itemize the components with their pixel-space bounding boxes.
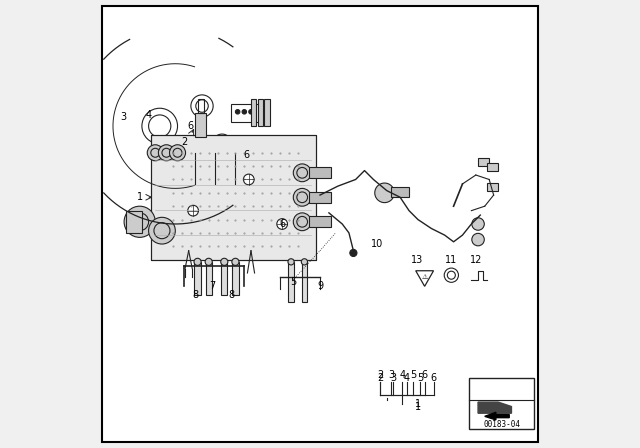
Text: 8: 8 bbox=[192, 290, 198, 300]
Circle shape bbox=[236, 110, 240, 114]
Text: 00183-04: 00183-04 bbox=[483, 420, 520, 429]
Circle shape bbox=[243, 174, 254, 185]
Text: 1: 1 bbox=[136, 192, 143, 202]
Text: 4: 4 bbox=[399, 370, 405, 380]
Text: 6: 6 bbox=[188, 121, 194, 131]
Bar bbox=[126, 211, 142, 233]
Text: 1: 1 bbox=[415, 401, 421, 412]
Circle shape bbox=[249, 110, 253, 114]
Circle shape bbox=[293, 213, 311, 231]
Text: 3: 3 bbox=[388, 370, 394, 380]
Text: 12: 12 bbox=[470, 254, 482, 265]
Bar bbox=[195, 113, 207, 137]
Bar bbox=[151, 135, 316, 260]
Text: 8: 8 bbox=[228, 290, 234, 300]
Bar bbox=[309, 168, 331, 178]
Text: 1: 1 bbox=[415, 399, 421, 409]
Circle shape bbox=[242, 110, 246, 114]
Text: 2: 2 bbox=[377, 370, 383, 380]
Circle shape bbox=[148, 217, 175, 244]
Bar bbox=[487, 163, 498, 171]
Bar bbox=[231, 104, 258, 121]
Circle shape bbox=[472, 233, 484, 246]
Text: 13: 13 bbox=[411, 254, 423, 265]
Text: 6: 6 bbox=[422, 370, 428, 380]
Circle shape bbox=[232, 258, 239, 265]
Bar bbox=[232, 262, 239, 295]
Circle shape bbox=[293, 164, 311, 182]
Circle shape bbox=[472, 218, 484, 230]
Text: 10: 10 bbox=[371, 239, 383, 249]
Bar bbox=[191, 153, 213, 171]
Circle shape bbox=[293, 188, 311, 206]
Text: 5: 5 bbox=[290, 277, 296, 287]
Bar bbox=[289, 262, 294, 302]
Circle shape bbox=[124, 206, 156, 237]
Bar bbox=[478, 158, 489, 166]
Text: ⚠: ⚠ bbox=[422, 274, 428, 280]
Circle shape bbox=[170, 145, 186, 161]
Text: 2: 2 bbox=[377, 373, 383, 383]
Circle shape bbox=[350, 250, 357, 257]
Bar bbox=[182, 153, 222, 180]
Text: 5: 5 bbox=[417, 373, 423, 383]
Circle shape bbox=[375, 183, 394, 202]
Text: 6: 6 bbox=[243, 150, 250, 160]
Bar bbox=[264, 99, 269, 126]
Text: 7: 7 bbox=[209, 281, 216, 291]
Circle shape bbox=[277, 219, 287, 229]
Bar bbox=[205, 262, 212, 295]
Text: 9: 9 bbox=[317, 281, 323, 291]
Bar bbox=[301, 262, 307, 302]
Circle shape bbox=[194, 258, 201, 265]
Text: 6: 6 bbox=[279, 219, 285, 229]
Circle shape bbox=[221, 258, 228, 265]
Bar bbox=[195, 262, 201, 295]
Bar bbox=[258, 99, 263, 126]
Polygon shape bbox=[484, 412, 509, 420]
Bar bbox=[251, 99, 257, 126]
Text: 6: 6 bbox=[431, 373, 436, 383]
Text: 4: 4 bbox=[145, 110, 152, 120]
Circle shape bbox=[147, 145, 163, 161]
Text: 5: 5 bbox=[410, 370, 417, 380]
Circle shape bbox=[301, 259, 308, 265]
Bar bbox=[151, 135, 316, 260]
Bar bbox=[391, 188, 409, 197]
Circle shape bbox=[205, 258, 212, 265]
Polygon shape bbox=[478, 402, 511, 413]
Circle shape bbox=[158, 145, 175, 161]
Text: 3: 3 bbox=[120, 112, 126, 122]
Text: 2: 2 bbox=[181, 137, 188, 146]
Bar bbox=[309, 192, 331, 202]
Bar bbox=[487, 183, 498, 190]
Text: 11: 11 bbox=[445, 254, 458, 265]
Bar bbox=[309, 216, 331, 227]
Bar bbox=[469, 378, 534, 429]
Text: 4: 4 bbox=[404, 373, 410, 383]
Bar bbox=[221, 262, 227, 295]
Text: 3: 3 bbox=[390, 373, 397, 383]
Bar bbox=[198, 99, 204, 113]
Circle shape bbox=[188, 205, 198, 216]
Circle shape bbox=[288, 259, 294, 265]
